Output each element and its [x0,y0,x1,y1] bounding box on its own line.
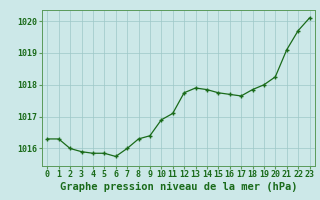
X-axis label: Graphe pression niveau de la mer (hPa): Graphe pression niveau de la mer (hPa) [60,182,297,192]
